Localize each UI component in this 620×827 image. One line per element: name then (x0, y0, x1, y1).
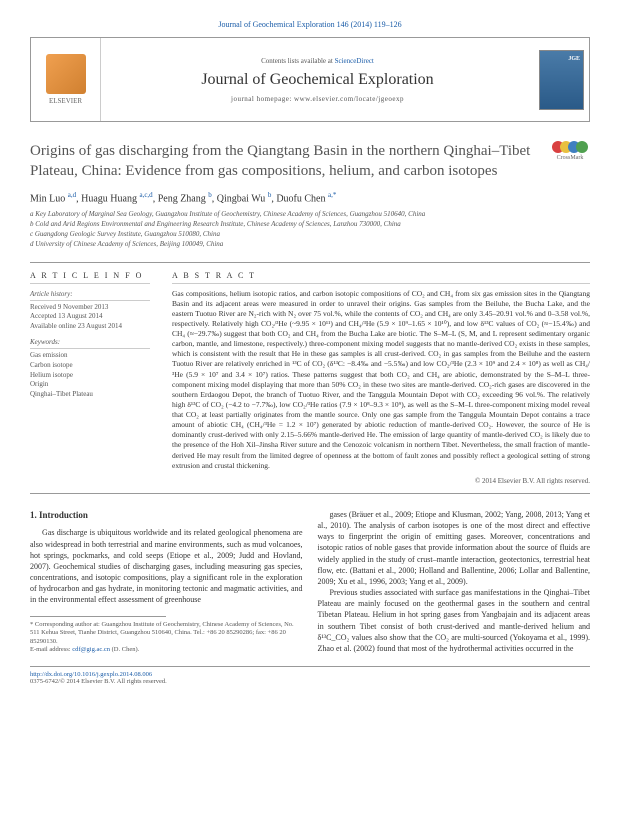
cover-section (534, 38, 589, 121)
issn-line: 0375-6742/© 2014 Elsevier B.V. All right… (30, 678, 167, 685)
section-heading: 1. Introduction (30, 509, 303, 522)
email-line: E-mail address: cdf@gig.ac.cn (D. Chen). (30, 646, 303, 654)
accepted-date: Accepted 13 August 2014 (30, 312, 150, 322)
footnote-separator (30, 616, 166, 617)
abstract: A B S T R A C T Gas compositions, helium… (160, 263, 590, 493)
keyword: Gas emission (30, 351, 150, 361)
elsevier-label: ELSEVIER (49, 97, 82, 105)
abstract-heading: A B S T R A C T (172, 271, 590, 284)
crossmark-circle-icon (576, 141, 588, 153)
abstract-copyright: © 2014 Elsevier B.V. All rights reserved… (172, 477, 590, 485)
contents-line: Contents lists available at ScienceDirec… (261, 57, 374, 65)
body-columns: 1. Introduction Gas discharge is ubiquit… (30, 509, 590, 655)
affiliation-b: b Cold and Arid Regions Environmental an… (30, 220, 590, 230)
body-paragraph: Gas discharge is ubiquitous worldwide an… (30, 527, 303, 605)
info-abstract-row: A R T I C L E I N F O Article history: R… (30, 262, 590, 494)
contents-prefix: Contents lists available at (261, 57, 335, 65)
journal-cover-icon (539, 50, 584, 110)
journal-center: Contents lists available at ScienceDirec… (101, 38, 534, 121)
journal-homepage: journal homepage: www.elsevier.com/locat… (231, 95, 404, 103)
crossmark-badge[interactable]: CrossMark (550, 141, 590, 181)
column-right: gases (Bräuer et al., 2009; Etiope and K… (318, 509, 591, 655)
history-label: Article history: (30, 290, 150, 301)
email-link[interactable]: cdf@gig.ac.cn (72, 646, 110, 653)
keywords-label: Keywords: (30, 338, 150, 349)
online-date: Available online 23 August 2014 (30, 322, 150, 332)
keyword: Qinghai–Tibet Plateau (30, 390, 150, 400)
abstract-text: Gas compositions, helium isotopic ratios… (172, 289, 590, 471)
info-heading: A R T I C L E I N F O (30, 271, 150, 284)
journal-name: Journal of Geochemical Exploration (201, 71, 433, 89)
article-info: A R T I C L E I N F O Article history: R… (30, 263, 160, 493)
crossmark-label: CrossMark (557, 155, 584, 161)
affiliation-a: a Key Laboratory of Marginal Sea Geology… (30, 210, 590, 220)
sciencedirect-link[interactable]: ScienceDirect (335, 57, 374, 65)
elsevier-tree-icon (46, 54, 86, 94)
body-paragraph: Previous studies associated with surface… (318, 587, 591, 654)
journal-banner: ELSEVIER Contents lists available at Sci… (30, 37, 590, 122)
keyword: Origin (30, 380, 150, 390)
affiliation-d: d University of Chinese Academy of Scien… (30, 240, 590, 250)
corresponding-author: * Corresponding author at: Guangzhou Ins… (30, 621, 303, 646)
email-label: E-mail address: (30, 646, 72, 653)
column-left: 1. Introduction Gas discharge is ubiquit… (30, 509, 303, 655)
authors-line: Min Luo a,d, Huagu Huang a,c,d, Peng Zha… (30, 191, 590, 204)
keyword: Helium isotope (30, 371, 150, 381)
affiliations: a Key Laboratory of Marginal Sea Geology… (30, 210, 590, 249)
affiliation-c: c Guangdong Geologic Survey Institute, G… (30, 230, 590, 240)
keyword: Carbon isotope (30, 361, 150, 371)
elsevier-logo-section: ELSEVIER (31, 38, 101, 121)
body-paragraph: gases (Bräuer et al., 2009; Etiope and K… (318, 509, 591, 587)
doi-link[interactable]: http://dx.doi.org/10.1016/j.gexplo.2014.… (30, 671, 152, 678)
footer: http://dx.doi.org/10.1016/j.gexplo.2014.… (30, 666, 590, 685)
received-date: Received 9 November 2013 (30, 303, 150, 313)
article-title: Origins of gas discharging from the Qian… (30, 142, 590, 181)
email-suffix: (D. Chen). (110, 646, 139, 653)
citation-header: Journal of Geochemical Exploration 146 (… (30, 20, 590, 29)
